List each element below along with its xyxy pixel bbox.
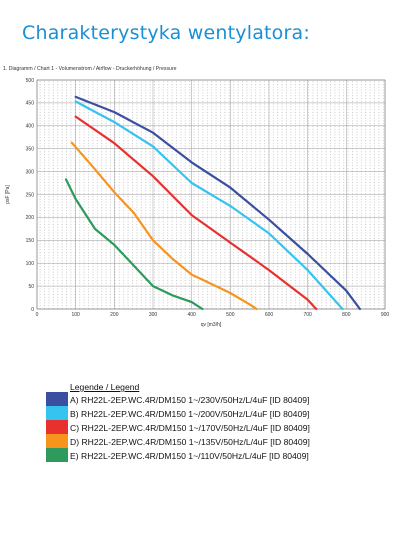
series-line-a xyxy=(74,95,361,311)
series-lines xyxy=(64,95,361,311)
legend-label-a: A) RH22L-2EP.WC.4R/DM150 1~/230V/50Hz/L/… xyxy=(70,395,310,405)
series-line-c xyxy=(74,115,318,311)
y-tick-label: 50 xyxy=(28,284,34,290)
x-tick-label: 400 xyxy=(187,312,196,318)
x-tick-label: 900 xyxy=(381,312,390,318)
legend-swatch-b xyxy=(46,406,68,420)
legend-swatch-d xyxy=(46,434,68,448)
legend-title: Legende / Legend xyxy=(70,382,140,392)
x-tick-label: 200 xyxy=(110,312,119,318)
y-axis-label: psF [Pa] xyxy=(5,185,11,204)
x-tick-label: 300 xyxy=(149,312,158,318)
legend-label-b: B) RH22L-2EP.WC.4R/DM150 1~/200V/50Hz/L/… xyxy=(70,409,310,419)
axis-ticks: 0 100 200 300 400 500 600 700 800 900 0 50 100 150 200… xyxy=(26,78,390,318)
y-tick-label: 150 xyxy=(26,238,35,244)
legend-swatch-a xyxy=(46,392,68,406)
legend-label-c: C) RH22L-2EP.WC.4R/DM150 1~/170V/50Hz/L/… xyxy=(70,423,310,433)
legend-label-e: E) RH22L-2EP.WC.4R/DM150 1~/110V/50Hz/L/… xyxy=(70,451,309,461)
page-heading: Charakterystyka wentylatora: xyxy=(22,22,310,44)
chart-title: 1. Diagramm / Chart 1 - Volumenstrom / A… xyxy=(3,66,177,72)
legend-swatch-e xyxy=(46,448,68,462)
x-tick-label: 0 xyxy=(36,312,39,318)
grid-lines xyxy=(36,79,386,310)
y-tick-label: 350 xyxy=(26,147,35,153)
y-tick-label: 500 xyxy=(26,78,35,84)
y-tick-label: 450 xyxy=(26,101,35,107)
y-tick-label: 400 xyxy=(26,124,35,130)
series-line-b xyxy=(74,100,344,311)
plot-border xyxy=(36,79,386,310)
series-line-d xyxy=(70,141,258,311)
x-tick-label: 100 xyxy=(71,312,80,318)
x-tick-label: 700 xyxy=(303,312,312,318)
x-tick-label: 600 xyxy=(265,312,274,318)
y-tick-label: 200 xyxy=(26,215,35,221)
legend-label-d: D) RH22L-2EP.WC.4R/DM150 1~/135V/50Hz/L/… xyxy=(70,437,310,447)
y-tick-label: 0 xyxy=(31,307,34,313)
x-axis-label: qv [m3/h] xyxy=(201,322,222,328)
series-line-e xyxy=(64,178,204,311)
y-tick-label: 100 xyxy=(26,261,35,267)
x-tick-label: 500 xyxy=(226,312,235,318)
legend-swatch-c xyxy=(46,420,68,434)
y-tick-label: 250 xyxy=(26,192,35,198)
x-tick-label: 800 xyxy=(342,312,351,318)
y-tick-label: 300 xyxy=(26,169,35,175)
